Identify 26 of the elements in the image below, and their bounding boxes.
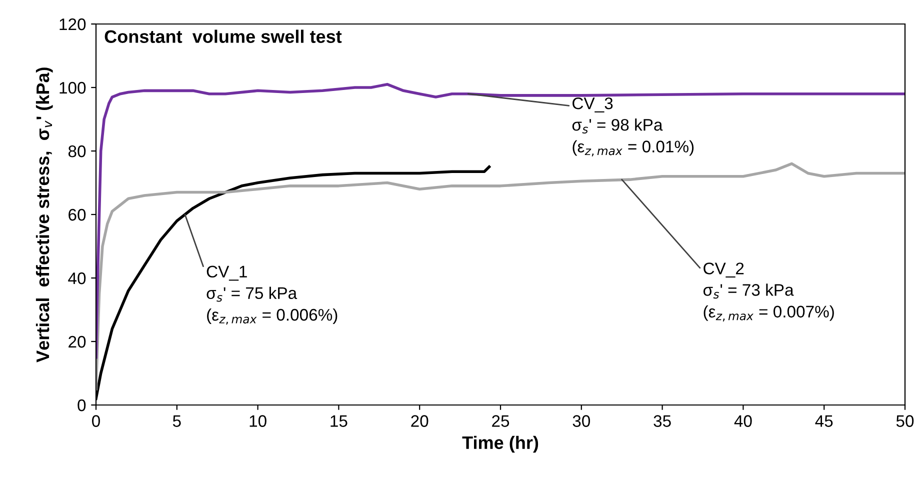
line-series [96,162,905,391]
x-tick-label: 35 [654,415,671,427]
x-tick-label: 15 [330,415,348,427]
y-tick-label: 60 [68,208,86,221]
x-tick-label: 40 [734,415,752,427]
x-tick-label: 25 [492,415,510,427]
y-axis-title: Vertical effective stress, σ$_{v}$' (kPa) [36,68,53,362]
line-series [96,82,905,359]
x-tick-label: 5 [172,415,181,427]
x-tick-label: 0 [92,415,100,427]
y-tick-label: 40 [68,272,86,284]
y-tick-label: 80 [68,145,86,158]
x-tick-label: 30 [572,415,590,427]
x-tick-label: 45 [815,415,833,427]
y-tick-label: 120 [60,18,86,30]
x-tick-label: 10 [250,415,266,427]
chart-title: Constant volume swell test [104,30,342,43]
annotation: CV_3 σ$_{s}$' = 98 kPa (ε$_{z,max}$ = 0.01%) [572,97,694,156]
x-tick-label: 20 [411,415,428,427]
x-axis-title: Time (hr) [462,436,538,453]
y-tick-label: 100 [60,82,86,94]
annotation: CV_2 σ$_{s}$' = 73 kPa (ε$_{z,max}$ = 0.007%) [703,262,834,322]
y-tick-label: 0 [78,399,86,412]
x-tick-label: 50 [896,415,914,427]
y-tick-label: 20 [68,336,86,348]
annotation: CV_1 σ$_{s}$' = 75 kPa (ε$_{z,max}$ = 0.006%) [206,266,338,325]
